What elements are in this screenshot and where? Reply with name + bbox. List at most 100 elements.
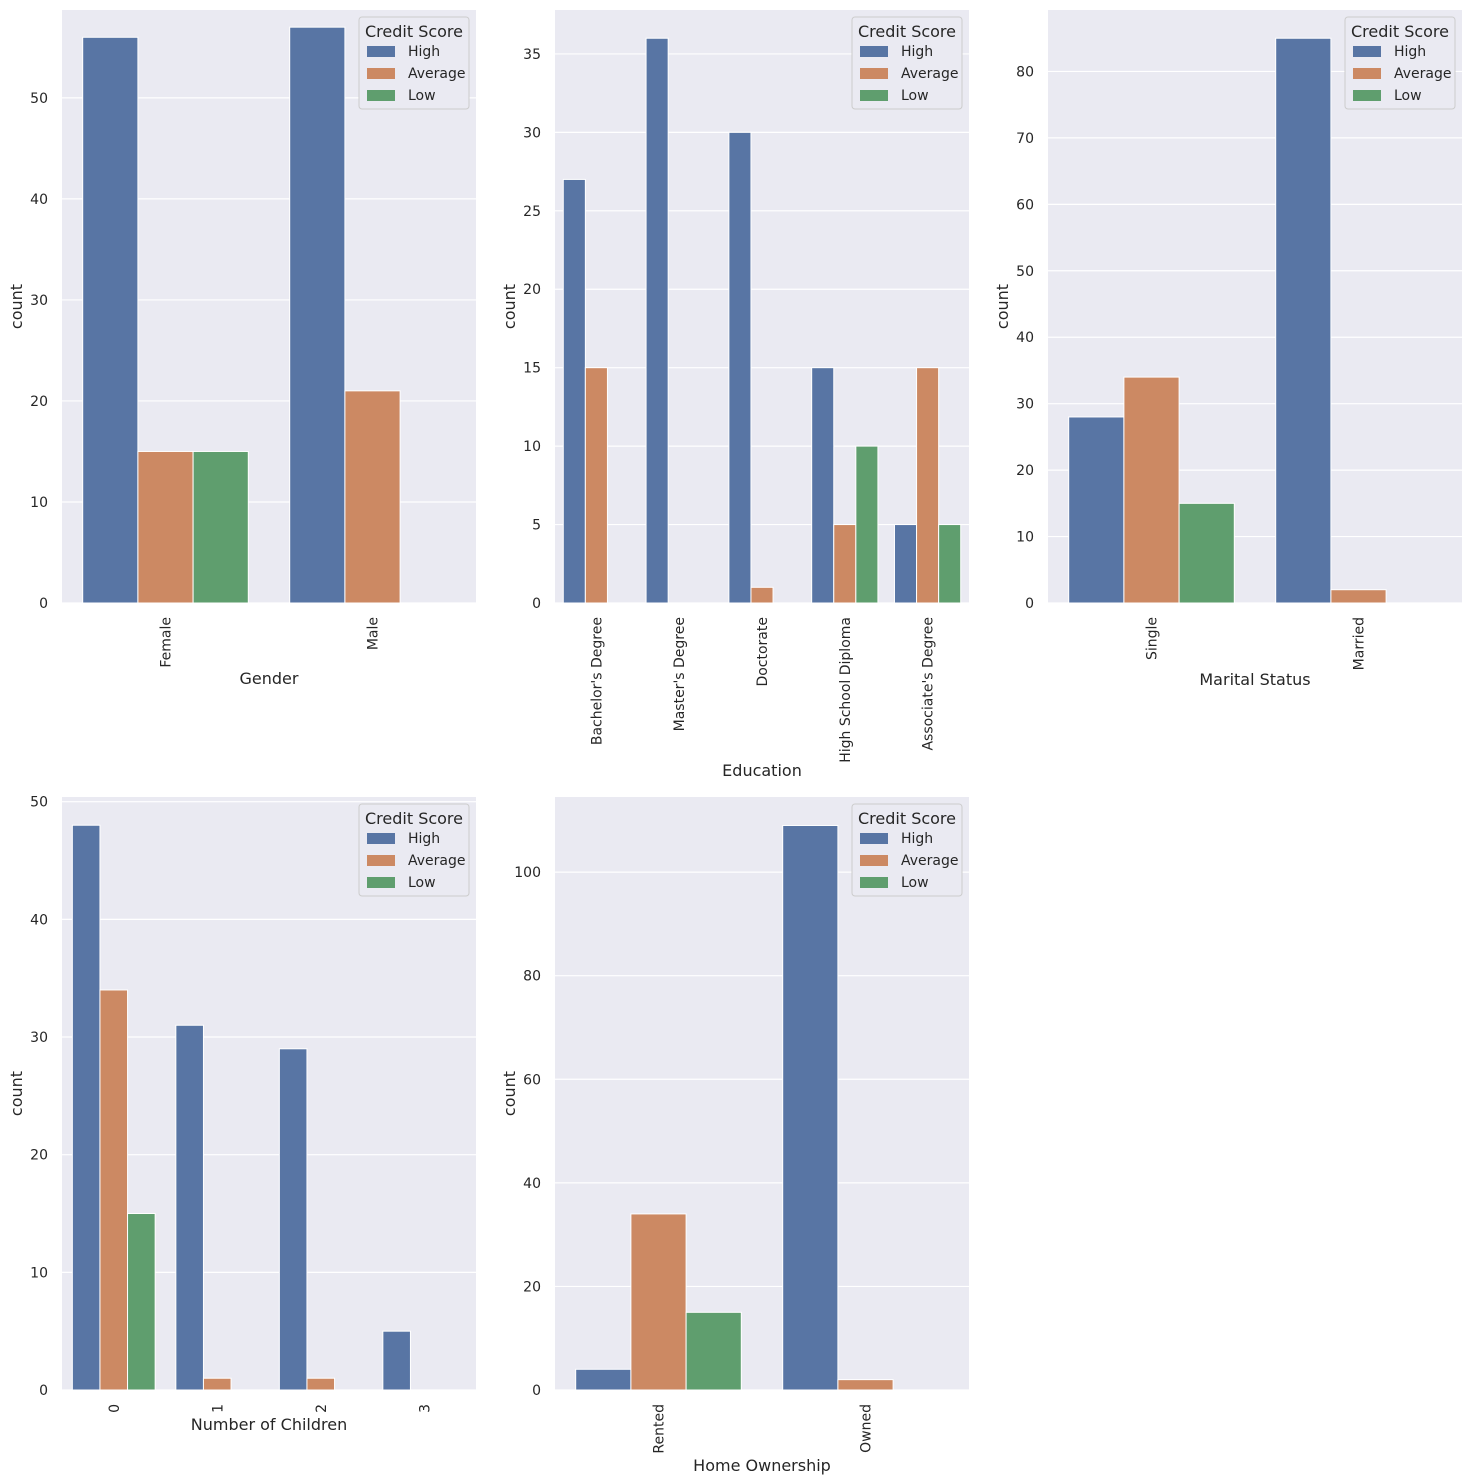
y-tick-label: 0 [1025, 596, 1034, 612]
y-tick-label: 20 [30, 394, 48, 410]
legend-label-low: Low [901, 875, 929, 891]
bar-average-high-school-diploma [833, 524, 857, 604]
bar-low-high-school-diploma [855, 445, 879, 604]
bar-high-associate-s-degree [893, 524, 918, 604]
bar-average-doctorate [750, 586, 774, 604]
y-tick-label: 10 [30, 1265, 48, 1281]
legend-title: Credit Score [365, 22, 463, 41]
y-axis-label: count [500, 1071, 519, 1116]
y-tick-label: 35 [523, 47, 541, 63]
y-tick-label: 0 [39, 596, 48, 612]
bar-average-2 [306, 1377, 336, 1391]
bar-high-0 [71, 824, 101, 1391]
y-tick-label: 20 [523, 282, 541, 298]
x-axis-label: Home Ownership [693, 1456, 831, 1475]
chart-panel-3: 0 10 20 30 40 50 60 70 80 Single Married Marital St… [993, 10, 1462, 689]
bar-average-female [137, 450, 194, 604]
bar-average-rented [630, 1213, 687, 1391]
legend-title: Credit Score [1351, 22, 1449, 41]
bar-average-single [1123, 376, 1180, 604]
bar-average-married [1330, 589, 1387, 604]
bar-high-single [1068, 416, 1125, 604]
legend-swatch-low [367, 877, 395, 888]
chart-panel-4: 0 10 20 30 40 50 0 1 2 3 Number of Children count Cr… [7, 795, 476, 1434]
bar-high-master-s-degree [645, 37, 669, 604]
y-tick-label: 20 [523, 1279, 541, 1295]
x-tick-label: Male [366, 617, 382, 650]
y-tick-label: 70 [1016, 131, 1034, 147]
bar-high-doctorate [728, 131, 752, 604]
y-tick-label: 20 [1016, 463, 1034, 479]
legend-swatch-average [1353, 68, 1381, 79]
x-tick-label: Single [1145, 617, 1161, 660]
bar-average-1 [202, 1377, 232, 1391]
x-axis-label: Number of Children [191, 1415, 347, 1434]
x-tick-label: 3 [417, 1404, 433, 1413]
legend: Credit Score High Average Low [851, 803, 963, 897]
x-tick-label: 0 [107, 1404, 123, 1413]
y-tick-label: 50 [30, 795, 48, 811]
x-axis-label: Marital Status [1199, 670, 1310, 689]
y-tick-label: 30 [30, 1030, 48, 1046]
bar-low-associate-s-degree [938, 524, 962, 604]
bar-average-bachelor-s-degree [584, 367, 608, 604]
legend: Credit Score High Average Low [358, 16, 470, 110]
y-tick-label: 0 [532, 596, 541, 612]
legend-swatch-high [860, 46, 888, 57]
y-tick-label: 30 [523, 125, 541, 141]
bar-high-rented [575, 1368, 632, 1391]
y-tick-label: 40 [30, 192, 48, 208]
x-tick-label: 1 [210, 1404, 226, 1413]
y-axis-label: count [500, 284, 519, 329]
y-tick-label: 30 [30, 293, 48, 309]
x-tick-label: Master's Degree [672, 617, 688, 731]
y-axis-label: count [7, 1071, 26, 1116]
chart-panel-5: 0 20 40 60 80 100 Rented Owned Home Ownership cou… [500, 797, 969, 1475]
bar-high-2 [278, 1048, 308, 1391]
x-tick-label: 2 [314, 1404, 330, 1413]
legend-swatch-low [367, 90, 395, 101]
y-tick-label: 60 [1016, 197, 1034, 213]
legend-label-low: Low [1394, 88, 1422, 104]
y-tick-label: 50 [1016, 264, 1034, 280]
legend-swatch-high [1353, 46, 1381, 57]
legend-label-low: Low [901, 88, 929, 104]
bar-average-associate-s-degree [916, 367, 940, 604]
y-tick-label: 0 [532, 1383, 541, 1399]
x-tick-label: High School Diploma [838, 617, 854, 763]
bar-high-high-school-diploma [811, 367, 835, 604]
legend-label-average: Average [408, 66, 466, 82]
legend-swatch-low [860, 877, 888, 888]
y-tick-label: 50 [30, 91, 48, 107]
legend: Credit Score High Average Low [851, 16, 963, 110]
legend-box [1344, 16, 1456, 110]
legend-swatch-average [367, 68, 395, 79]
bar-high-female [82, 36, 139, 604]
y-tick-label: 10 [523, 439, 541, 455]
bar-high-1 [175, 1024, 204, 1391]
y-tick-label: 60 [523, 1072, 541, 1088]
legend-label-high: High [901, 44, 933, 60]
y-tick-label: 40 [1016, 330, 1034, 346]
legend-title: Credit Score [365, 809, 463, 828]
y-tick-label: 30 [1016, 397, 1034, 413]
legend: Credit Score High Average Low [1344, 16, 1456, 110]
x-tick-label: Female [159, 617, 175, 668]
bar-high-male [289, 26, 346, 604]
x-tick-label: Doctorate [755, 617, 771, 687]
bar-low-0 [127, 1213, 156, 1391]
y-tick-label: 20 [30, 1148, 48, 1164]
legend-box [358, 16, 470, 110]
y-axis-label: count [993, 284, 1012, 329]
x-axis-label: Education [722, 761, 802, 780]
x-tick-label: Married [1352, 617, 1368, 670]
bar-low-rented [685, 1311, 742, 1391]
x-axis-label: Gender [240, 669, 299, 688]
legend-label-high: High [408, 831, 440, 847]
legend-title: Credit Score [858, 809, 956, 828]
y-axis-label: count [7, 284, 26, 329]
y-tick-label: 5 [532, 518, 541, 534]
x-tick-label: Owned [859, 1404, 875, 1453]
y-tick-label: 0 [39, 1383, 48, 1399]
legend-label-low: Low [408, 875, 436, 891]
